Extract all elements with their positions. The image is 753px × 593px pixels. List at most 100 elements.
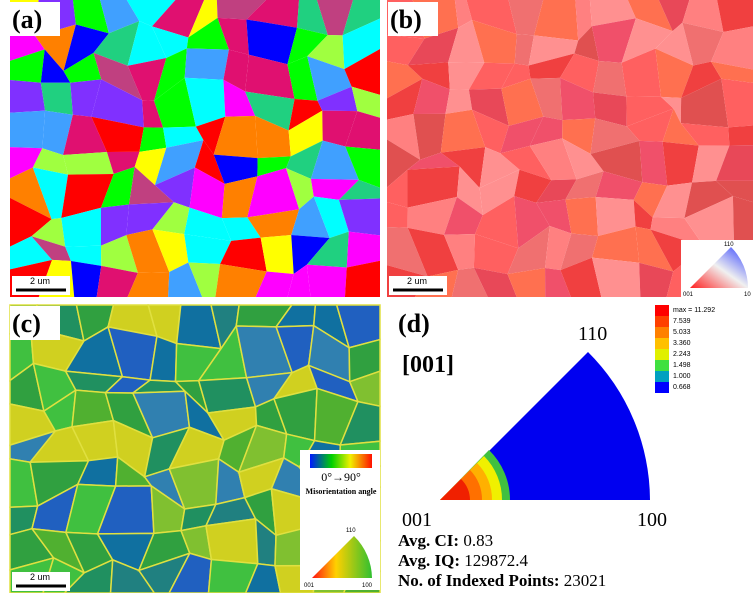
- grain: [223, 49, 249, 92]
- grain: [287, 27, 328, 65]
- grain: [345, 111, 380, 150]
- grain: [501, 78, 544, 126]
- grain: [592, 257, 641, 297]
- stat: Avg. IQ: 129872.4: [398, 551, 529, 570]
- grain: [407, 62, 450, 90]
- label-box: [388, 2, 438, 36]
- stat-value: 0.83: [463, 531, 493, 550]
- grain: [221, 176, 258, 219]
- grain: [595, 171, 643, 200]
- grain: [387, 113, 421, 160]
- grain: [168, 552, 213, 593]
- grain: [152, 0, 205, 38]
- legend-label: 7.539: [673, 318, 691, 325]
- grain: [338, 179, 380, 200]
- legend-label: 2.243: [673, 351, 691, 358]
- grain: [257, 156, 291, 177]
- grain: [142, 100, 164, 128]
- grain: [351, 86, 380, 118]
- grain: [559, 53, 599, 93]
- grain: [63, 114, 107, 155]
- grain: [716, 180, 753, 203]
- grain: [10, 197, 52, 247]
- stat-label: No. of Indexed Points:: [398, 571, 560, 590]
- grain: [109, 558, 156, 593]
- grain: [407, 166, 460, 208]
- grain: [716, 145, 753, 181]
- range-caption: Misorientation angle: [306, 487, 377, 496]
- grain: [633, 199, 653, 230]
- grain: [213, 115, 258, 159]
- grain: [448, 62, 485, 90]
- grain: [152, 26, 189, 59]
- grain: [413, 113, 446, 160]
- grain: [10, 167, 52, 220]
- grain: [307, 56, 352, 101]
- grain: [126, 0, 176, 27]
- grain: [100, 235, 138, 273]
- grain: [168, 262, 203, 297]
- grain: [288, 110, 323, 157]
- grain: [246, 0, 300, 28]
- range-label: 0°→90°: [321, 470, 361, 484]
- grain: [35, 24, 76, 71]
- grain: [684, 196, 734, 247]
- stat-label: Avg. CI:: [398, 531, 459, 550]
- grain: [500, 145, 552, 181]
- grain: [728, 125, 753, 146]
- grain: [126, 202, 174, 236]
- grain: [575, 0, 592, 41]
- grain: [291, 196, 330, 238]
- grain: [342, 0, 380, 36]
- grain: [246, 19, 298, 65]
- scale-bar: 2 um: [12, 572, 70, 591]
- grain: [440, 109, 486, 153]
- grain: [10, 79, 46, 113]
- grain: [721, 78, 753, 128]
- grain: [70, 79, 102, 117]
- grain: [407, 227, 459, 277]
- grain: [307, 34, 345, 70]
- grain: [528, 35, 579, 66]
- grain: [93, 20, 140, 66]
- grain: [100, 204, 129, 246]
- grain: [635, 226, 674, 272]
- grain: [126, 229, 170, 273]
- legend-label: 0.668: [673, 384, 691, 391]
- grain: [32, 148, 69, 175]
- grain: [536, 199, 572, 234]
- grain: [40, 49, 71, 83]
- grain: [662, 108, 699, 146]
- legend-swatch: [655, 371, 669, 382]
- grain: [595, 197, 636, 236]
- grain: [189, 167, 225, 219]
- grain-maps: [9, 0, 753, 593]
- key-label: 100: [362, 583, 373, 589]
- grain: [63, 558, 114, 593]
- grain: [188, 262, 221, 297]
- grain: [456, 166, 483, 216]
- grain: [565, 197, 599, 236]
- grain: [684, 180, 733, 219]
- grain: [70, 261, 102, 297]
- grain: [507, 225, 550, 275]
- grain: [407, 27, 459, 66]
- grain: [32, 167, 69, 220]
- grain: [10, 236, 53, 270]
- grain: [407, 197, 457, 235]
- grain: [184, 77, 226, 127]
- grain: [508, 0, 544, 36]
- grain: [529, 116, 563, 146]
- misorientation-key: 0°→90° Misorientation angle 110 001 100: [300, 450, 380, 590]
- grain: [221, 217, 261, 241]
- grain: [627, 0, 673, 32]
- grain: [545, 225, 572, 271]
- grain: [473, 267, 517, 297]
- grain: [626, 96, 674, 127]
- grain: [338, 198, 380, 236]
- grain: [184, 48, 229, 80]
- grain: [680, 123, 730, 146]
- grain: [639, 262, 674, 297]
- grain: [692, 145, 730, 183]
- legend-swatch: [655, 327, 669, 338]
